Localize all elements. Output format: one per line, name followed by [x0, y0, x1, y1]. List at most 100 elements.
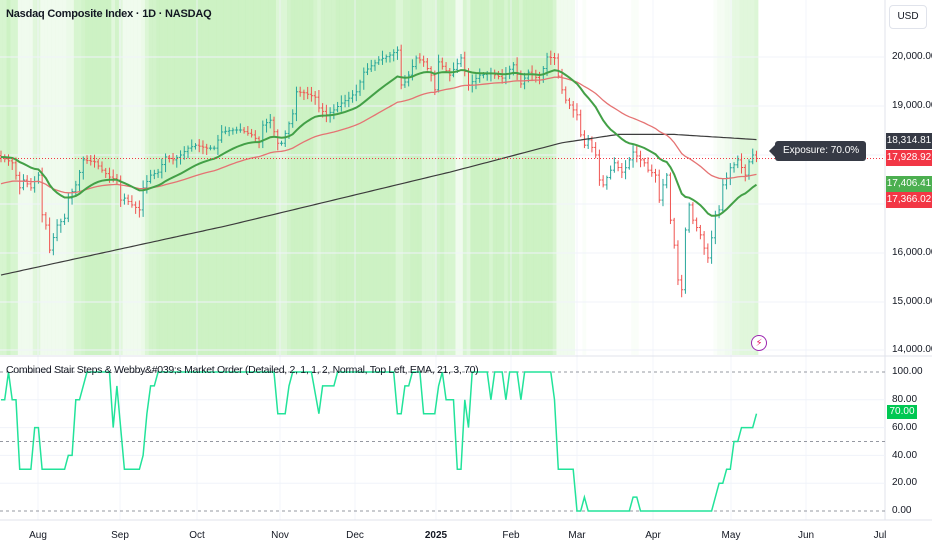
exposure-band: [634, 0, 639, 355]
exposure-band: [440, 0, 445, 355]
exposure-band: [522, 0, 527, 355]
exposure-band: [249, 0, 254, 355]
exposure-band: [201, 0, 205, 355]
exposure-band: [279, 0, 284, 355]
exposure-band: [459, 0, 463, 355]
exposure-band: [29, 0, 33, 355]
exposure-band: [182, 0, 187, 355]
exposure-band: [305, 0, 310, 355]
exposure-band: [376, 0, 381, 355]
exposure-band: [462, 0, 467, 355]
exposure-band: [455, 0, 460, 355]
exposure-axis-label: 20.00: [892, 477, 918, 488]
exposure-band: [234, 0, 239, 355]
exposure-band: [47, 0, 52, 355]
indicator-title[interactable]: Combined Stair Steps & Webby&#039;s Mark…: [6, 364, 479, 376]
exposure-band: [242, 0, 246, 355]
price-axis-label: 20,000.00: [892, 51, 932, 62]
exposure-band: [444, 0, 448, 355]
time-axis-label: Nov: [271, 530, 289, 541]
time-axis-label: 2025: [424, 530, 448, 541]
exposure-band: [631, 0, 635, 355]
exposure-band: [380, 0, 385, 355]
exposure-band: [533, 0, 538, 355]
exposure-band: [530, 0, 534, 355]
time-axis-label: May: [721, 530, 741, 541]
exposure-band: [0, 0, 3, 355]
exposure-band: [403, 0, 407, 355]
exposure-band: [2, 0, 7, 355]
exposure-band: [451, 0, 456, 355]
exposure-band: [421, 0, 426, 355]
exposure-band: [212, 0, 217, 355]
exposure-band: [436, 0, 441, 355]
exposure-band: [55, 0, 59, 355]
exposure-band: [432, 0, 437, 355]
exposure-band: [518, 0, 523, 355]
exposure-band: [515, 0, 520, 355]
exposure-band: [137, 0, 142, 355]
exposure-band: [268, 0, 273, 355]
sma200-line: [0, 133, 757, 276]
exposure-band: [365, 0, 370, 355]
exposure-band: [373, 0, 377, 355]
exposure-band: [193, 0, 198, 355]
exposure-band: [253, 0, 258, 355]
exposure-band: [750, 0, 755, 355]
ema21-line: [0, 69, 758, 217]
exposure-band: [100, 0, 104, 355]
exposure-axis-label: 80.00: [892, 394, 918, 405]
exposure-band: [197, 0, 202, 355]
exposure-band: [470, 0, 475, 355]
price-axis-label: 14,000.00: [892, 344, 932, 355]
exposure-band: [122, 0, 127, 355]
exposure-band: [264, 0, 269, 355]
exposure-band: [556, 0, 561, 355]
exposure-band: [245, 0, 250, 355]
exposure-band: [331, 0, 336, 355]
time-axis-label: Dec: [346, 530, 364, 541]
exposure-band: [290, 0, 295, 355]
exposure-band: [133, 0, 138, 355]
exposure-band: [275, 0, 280, 355]
exposure-axis-label: 100.00: [892, 366, 923, 377]
exposure-band: [410, 0, 415, 355]
exposure-band: [335, 0, 340, 355]
time-axis-label: Aug: [29, 530, 47, 541]
exposure-band: [227, 0, 232, 355]
exposure-band: [526, 0, 531, 355]
time-axis-label: Feb: [502, 530, 520, 541]
currency-button[interactable]: USD: [889, 5, 927, 29]
exposure-band: [537, 0, 542, 355]
lightning-icon[interactable]: ⚡: [751, 335, 767, 351]
exposure-band: [260, 0, 265, 355]
exposure-tooltip: Exposure: 70.0%: [768, 141, 867, 161]
exposure-band: [358, 0, 362, 355]
exposure-band: [324, 0, 329, 355]
exposure-band: [485, 0, 490, 355]
exposure-band: [257, 0, 261, 355]
exposure-band: [481, 0, 486, 355]
exposure-axis-label: 40.00: [892, 450, 918, 461]
exposure-band: [720, 0, 725, 355]
price-axis-label: 19,000.00: [892, 100, 932, 111]
exposure-band: [272, 0, 276, 355]
exposure-band: [51, 0, 56, 355]
exposure-band: [320, 0, 325, 355]
time-axis-label: Apr: [645, 530, 661, 541]
exposure-band: [361, 0, 366, 355]
exposure-band: [582, 0, 587, 355]
exposure-band: [58, 0, 63, 355]
exposure-band: [504, 0, 508, 355]
exposure-band: [208, 0, 213, 355]
exposure-band: [178, 0, 183, 355]
exposure-band: [88, 0, 93, 355]
exposure-band: [474, 0, 478, 355]
exposure-band: [339, 0, 344, 355]
exposure-band: [369, 0, 374, 355]
time-axis-label: Jul: [873, 530, 887, 541]
exposure-band: [388, 0, 392, 355]
symbol-title[interactable]: Nasdaq Composite Index · 1D · NASDAQ: [6, 8, 212, 20]
exposure-band: [754, 0, 759, 355]
